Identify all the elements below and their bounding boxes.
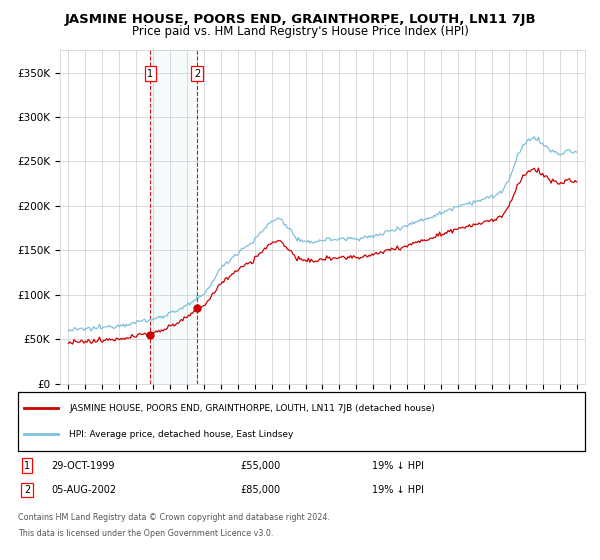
Text: HPI: Average price, detached house, East Lindsey: HPI: Average price, detached house, East… bbox=[69, 430, 293, 439]
Text: £55,000: £55,000 bbox=[240, 461, 280, 471]
Text: 2: 2 bbox=[194, 69, 200, 79]
Text: 05-AUG-2002: 05-AUG-2002 bbox=[51, 485, 116, 495]
Text: JASMINE HOUSE, POORS END, GRAINTHORPE, LOUTH, LN11 7JB (detached house): JASMINE HOUSE, POORS END, GRAINTHORPE, L… bbox=[69, 404, 435, 413]
Bar bbox=[150, 50, 197, 384]
Text: 1: 1 bbox=[24, 461, 30, 471]
Text: JASMINE HOUSE, POORS END, GRAINTHORPE, LOUTH, LN11 7JB: JASMINE HOUSE, POORS END, GRAINTHORPE, L… bbox=[64, 13, 536, 26]
Text: 29-OCT-1999: 29-OCT-1999 bbox=[51, 461, 115, 471]
Text: 19% ↓ HPI: 19% ↓ HPI bbox=[372, 485, 424, 495]
Text: 2: 2 bbox=[24, 485, 30, 495]
Text: 1: 1 bbox=[147, 69, 154, 79]
Text: £85,000: £85,000 bbox=[240, 485, 280, 495]
Text: Contains HM Land Registry data © Crown copyright and database right 2024.: Contains HM Land Registry data © Crown c… bbox=[18, 513, 330, 522]
Text: This data is licensed under the Open Government Licence v3.0.: This data is licensed under the Open Gov… bbox=[18, 529, 274, 538]
Text: 19% ↓ HPI: 19% ↓ HPI bbox=[372, 461, 424, 471]
Text: Price paid vs. HM Land Registry's House Price Index (HPI): Price paid vs. HM Land Registry's House … bbox=[131, 25, 469, 38]
